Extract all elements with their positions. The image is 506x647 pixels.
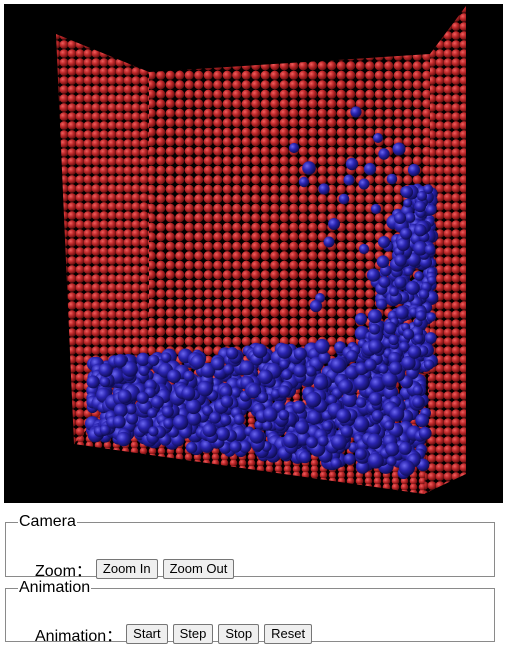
left-wall (56, 34, 149, 444)
back-wall (149, 54, 430, 374)
camera-panel: Camera Zoom： Zoom In Zoom Out (5, 513, 495, 580)
right-wall (424, 6, 466, 494)
zoom-out-button[interactable]: Zoom Out (162, 559, 235, 579)
fluid-particles (84, 106, 439, 480)
animation-legend: Animation (19, 579, 91, 596)
camera-legend: Camera (19, 513, 76, 530)
reset-button[interactable]: Reset (264, 624, 313, 644)
zoom-in-button[interactable]: Zoom In (95, 559, 158, 579)
step-button[interactable]: Step (172, 624, 214, 644)
animation-panel: Animation Animation： Start Step Stop Res… (5, 579, 495, 645)
animation-row: Animation： Start Step Stop Reset (35, 622, 317, 646)
simulation-viewport[interactable] (4, 4, 503, 503)
zoom-label: Zoom： (35, 563, 92, 580)
zoom-row: Zoom： Zoom In Zoom Out (35, 557, 239, 581)
particle-scene (56, 6, 466, 494)
animation-label: Animation： (35, 628, 123, 645)
stop-button[interactable]: Stop (218, 624, 260, 644)
start-button[interactable]: Start (126, 624, 168, 644)
